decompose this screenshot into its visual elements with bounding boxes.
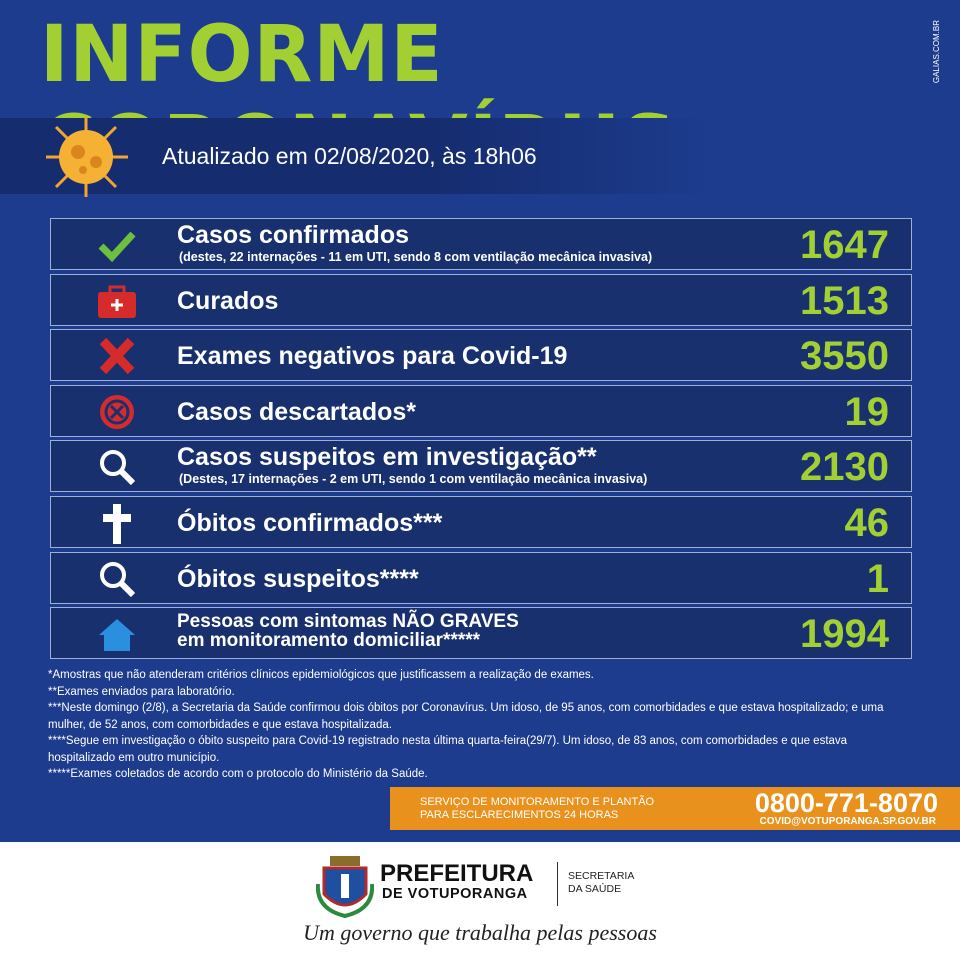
footnote: ****Segue em investigação o óbito suspei… (48, 735, 848, 764)
footnotes: *Amostras que não atenderam critérios cl… (48, 667, 908, 783)
department-line: SECRETARIA (568, 870, 635, 882)
table-row: Casos suspeitos em investigação** (Destes… (50, 440, 912, 493)
department-line: DA SAÚDE (568, 883, 622, 895)
row-label: Casos suspeitos em investigação** (177, 443, 597, 472)
updated-text: Atualizado em 02/08/2020, às 18h06 (162, 143, 537, 169)
row-label: Curados (177, 286, 279, 315)
row-value: 1994 (800, 612, 889, 657)
coat-of-arms (316, 856, 374, 918)
table-row: Exames negativos para Covid-19 3550 (50, 329, 912, 382)
slogan: Um governo que trabalha pelas pessoas (303, 920, 657, 945)
table-row: Óbitos suspeitos**** 1 (50, 551, 912, 604)
row-label: Casos descartados* (177, 397, 417, 426)
row-value: 19 (844, 389, 890, 434)
service-text: SERVIÇO DE MONITORAMENTO E PLANTÃO PARA E… (420, 796, 654, 822)
row-icon (98, 231, 136, 263)
footer: PREFEITURA DE VOTUPORANGA SECRETARIA DA S… (0, 842, 960, 960)
row-subtext: (destes, 22 internações - 11 em UTI, sen… (179, 250, 653, 264)
footnote: *****Exames coletados de acordo com o pr… (48, 768, 428, 780)
row-icon (103, 504, 131, 544)
table-row: Curados 1513 (50, 273, 912, 326)
infographic: INFORME CORONAVÍRUS GALIAS.COM.BR Atuali… (0, 0, 960, 842)
phone[interactable]: 0800-771-8070 (754, 788, 938, 818)
row-icon (100, 450, 136, 486)
contact-box: SERVIÇO DE MONITORAMENTO E PLANTÃO PARA E… (390, 787, 960, 830)
table-row: Casos confirmados (destes, 22 internações… (50, 218, 912, 270)
row-icon (99, 619, 135, 652)
row-icon (100, 561, 136, 597)
table-row: Casos descartados* 19 (50, 384, 912, 437)
virus-icon (46, 117, 128, 197)
row-value: 1 (866, 556, 889, 601)
row-label: Óbitos suspeitos**** (177, 564, 419, 593)
credit: GALIAS.COM.BR (932, 20, 941, 84)
footnote: **Exames enviados para laboratório. (48, 685, 235, 698)
org-name: PREFEITURA (380, 860, 534, 887)
row-label-line: em monitoramento domiciliar***** (177, 630, 481, 652)
row-subtext: (Destes, 17 internações - 2 em UTI, send… (179, 472, 648, 487)
separator (557, 862, 558, 906)
table-row: Óbitos confirmados*** 46 (50, 496, 912, 548)
row-icon (98, 285, 136, 318)
footnote: ***Neste domingo (2/8), a Secretaria da … (48, 702, 884, 731)
service-line: PARA ESCLARECIMENTOS 24 HORAS (420, 809, 619, 821)
row-label: Pessoas com sintomas NÃO GRAVES em monito… (177, 612, 519, 650)
service-line: SERVIÇO DE MONITORAMENTO E PLANTÃO (420, 796, 655, 808)
department: SECRETARIA DA SAÚDE (568, 870, 634, 896)
row-value: 2130 (800, 445, 889, 490)
email[interactable]: COVID@VOTUPORANGA.SP.GOV.BR (759, 816, 936, 827)
row-label: Exames negativos para Covid-19 (177, 342, 568, 371)
city-name: DE VOTUPORANGA (382, 886, 528, 902)
row-value: 1647 (800, 223, 889, 267)
row-value: 46 (844, 501, 890, 545)
row-value: 1513 (800, 278, 889, 323)
footnote: *Amostras que não atenderam critérios cl… (48, 669, 594, 681)
row-icon (100, 394, 134, 429)
row-label: Casos confirmados (177, 221, 410, 249)
row-value: 3550 (800, 334, 889, 379)
row-label: Óbitos confirmados*** (177, 509, 443, 537)
table-row: Pessoas com sintomas NÃO GRAVES em monito… (50, 607, 912, 660)
row-icon (99, 338, 135, 375)
row-label-line: Pessoas com sintomas NÃO GRAVES (177, 611, 519, 633)
